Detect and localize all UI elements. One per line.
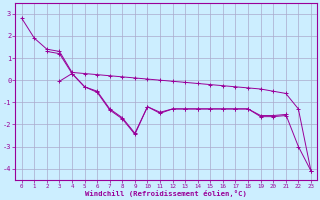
X-axis label: Windchill (Refroidissement éolien,°C): Windchill (Refroidissement éolien,°C) — [85, 190, 247, 197]
